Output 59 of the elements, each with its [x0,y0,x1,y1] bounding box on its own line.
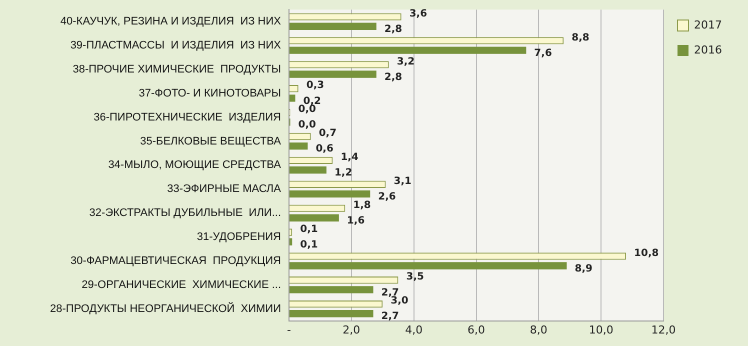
data-label: 1,6 [346,215,365,226]
data-label: 1,8 [353,200,371,211]
bar [290,190,370,198]
x-tick-label: 6,0 [468,323,486,336]
data-label: 2,7 [381,311,400,322]
bar [290,238,292,246]
y-tick-label: 28-ПРОДУКТЫ НЕОРГАНИЧЕСКОЙ ХИМИИ [50,302,281,315]
data-label: 3,0 [390,296,408,307]
x-tick-label: - [287,323,292,336]
data-label: 3,1 [394,176,412,187]
data-label: 8,8 [572,32,590,44]
data-label: 3,2 [396,56,415,68]
bar [290,70,376,78]
y-tick-label: 31-УДОБРЕНИЯ [196,231,282,244]
y-tick-label: 30-ФАРМАЦЕВТИЧЕСКАЯ ПРОДУКЦИЯ [70,254,282,267]
x-tick-label: 4,0 [405,323,423,336]
data-label: 8,9 [574,263,593,274]
data-label: 3,6 [409,8,428,20]
data-label: 2,6 [378,192,396,203]
data-label: 0,0 [298,120,316,131]
y-tick-label: 29-ОРГАНИЧЕСКИЕ ХИМИЧЕСКИЕ ... [82,278,281,291]
y-tick-label: 36-ПИРОТЕХНИЧЕСКИЕ ИЗДЕЛИЯ [94,111,282,124]
y-tick-label: 34-МЫЛО, МОЮЩИЕ СРЕДСТВА [108,159,282,172]
y-tick-label: 37-ФОТО- И КИНОТОВАРЫ [138,87,281,100]
x-tick-label: 12,0 [651,323,676,336]
data-label: 2,7 [381,287,400,298]
bar [290,166,326,174]
data-label: 0,3 [306,80,324,92]
data-label: 10,8 [634,248,659,259]
bar [290,262,567,270]
y-tick-label: 38-ПРОЧИЕ ХИМИЧЕСКИЕ ПРОДУКТЫ [72,63,281,76]
y-tick-label: 32-ЭКСТРАКТЫ ДУБИЛЬНЫЕ ИЛИ... [89,207,281,220]
data-label: 0,1 [300,224,318,235]
data-label: 0,6 [316,144,334,155]
data-label: 1,4 [340,152,358,164]
x-tick-label: 2,0 [342,323,360,336]
y-tick-label: 39-ПЛАСТМАССЫ И ИЗДЕЛИЯ ИЗ НИХ [70,40,282,52]
data-label: 0,1 [300,239,318,250]
bar [290,286,374,294]
bar [290,310,374,318]
data-label: 1,2 [334,168,352,179]
bar [290,46,526,54]
legend-label: 2017 [694,18,722,32]
y-tick-label: 40-КАУЧУК, РЕЗИНА И ИЗДЕЛИЯ ИЗ НИХ [60,16,282,28]
x-tick-label: 8,0 [530,323,548,336]
data-label: 7,6 [534,48,552,59]
data-label: 2,8 [384,24,402,35]
bar [290,94,296,102]
data-label: 0,7 [318,128,337,140]
data-label: 0,0 [298,104,316,116]
bar [290,214,339,222]
data-label: 3,5 [406,272,424,283]
y-tick-label: 35-БЕЛКОВЫЕ ВЕЩЕСТВА [140,135,282,148]
bar [290,142,308,150]
y-tick-label: 33-ЭФИРНЫЕ МАСЛА [167,183,282,196]
bar [290,22,376,30]
x-tick-label: 10,0 [588,323,614,336]
data-label: 2,8 [384,72,402,83]
legend-label: 2016 [694,43,722,56]
